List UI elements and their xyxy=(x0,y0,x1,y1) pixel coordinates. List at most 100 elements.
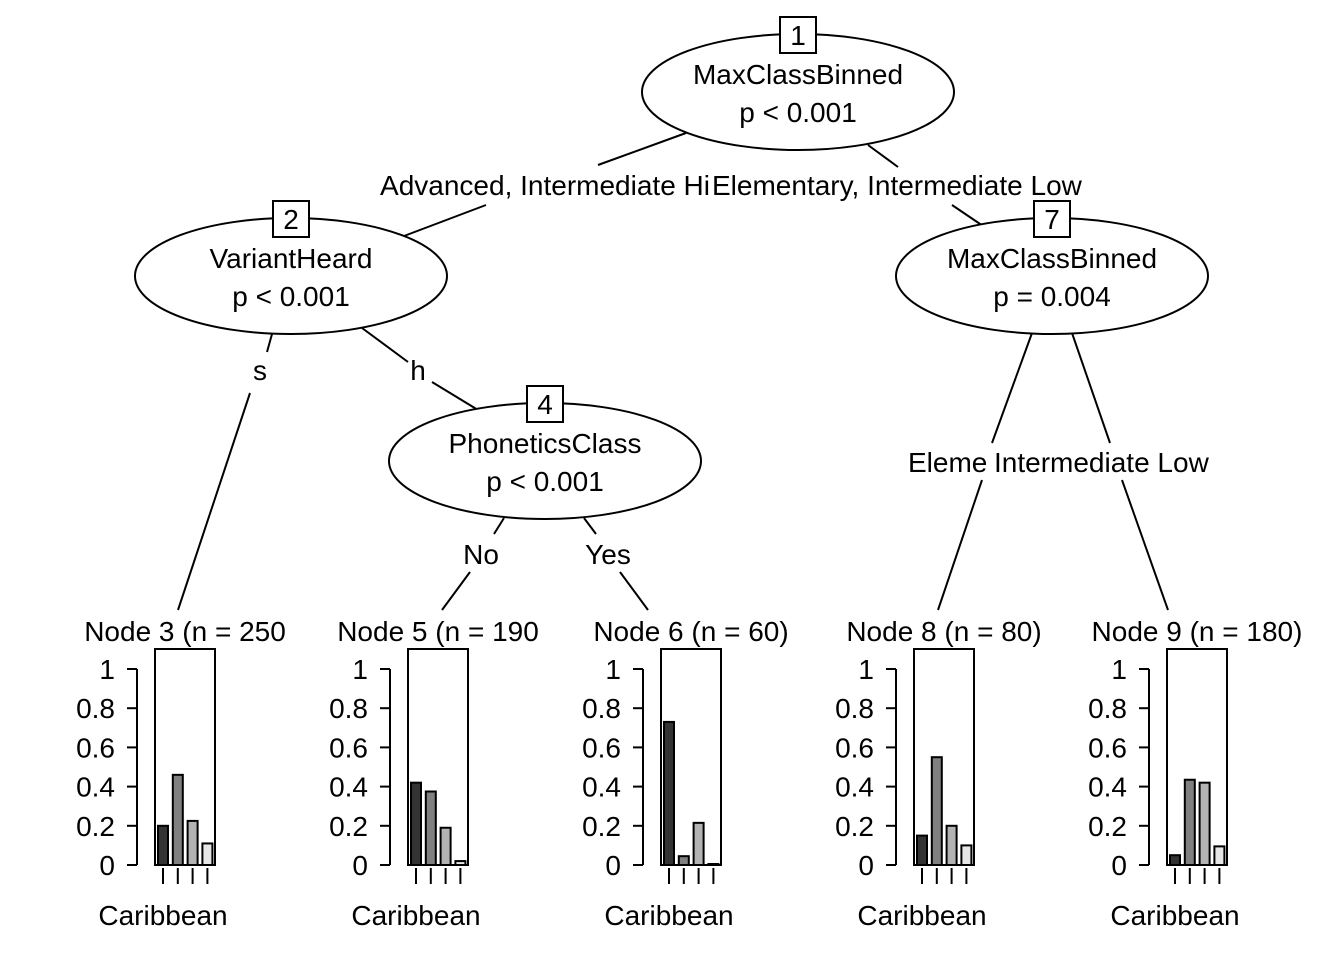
edge-4-to-5-lower xyxy=(441,571,471,611)
terminal-node-3: Node 6 (n = 60) 1 0.8 0.6 0.4 0.2 0 Caribbean xyxy=(582,616,789,931)
node-id-box xyxy=(526,385,564,423)
terminal-node-title: Node 8 (n = 80) xyxy=(846,616,1041,647)
y-tick-label: 1 xyxy=(99,654,115,685)
bar-level-3 xyxy=(945,824,958,866)
x-axis-label: Caribbean xyxy=(351,900,480,931)
x-axis-label: Caribbean xyxy=(857,900,986,931)
y-tick-label: 0.6 xyxy=(1088,732,1127,763)
y-tick-label: 0.4 xyxy=(582,772,621,803)
p-value: p < 0.001 xyxy=(486,466,604,497)
y-tick-label: 0.2 xyxy=(582,811,621,842)
inner-node-1: 1 MaxClassBinned p < 0.001 xyxy=(641,16,955,151)
p-value: p = 0.004 xyxy=(993,281,1111,312)
split-variable: MaxClassBinned xyxy=(693,59,903,90)
edge-1-to-2-upper xyxy=(597,132,687,166)
y-tick-label: 0.6 xyxy=(76,732,115,763)
node-id: 7 xyxy=(1044,204,1060,235)
edge-7-to-8-upper xyxy=(991,332,1033,444)
bar-level-1 xyxy=(410,781,422,866)
bar-level-2 xyxy=(1183,778,1196,866)
edge-1-to-7-upper xyxy=(867,144,899,168)
y-tick-label: 1 xyxy=(352,654,368,685)
terminal-node-title: Node 9 (n = 180) xyxy=(1092,616,1303,647)
bar-level-4 xyxy=(454,860,467,867)
bar-level-1 xyxy=(157,824,169,866)
y-tick-label: 0.2 xyxy=(329,811,368,842)
bar-level-4 xyxy=(707,863,720,866)
y-tick-label: 1 xyxy=(858,654,874,685)
x-axis-label: Caribbean xyxy=(1110,900,1239,931)
y-tick-label: 0 xyxy=(1111,850,1127,881)
terminal-node-1: Node 3 (n = 250 1 0.8 0.6 0.4 0.2 0 Caribbean xyxy=(76,616,286,931)
node-id: 2 xyxy=(283,204,299,235)
edge-2-to-4-lower xyxy=(431,381,479,411)
node-id-box xyxy=(272,200,310,238)
edge-label-4-left: No xyxy=(463,539,499,570)
p-value: p < 0.001 xyxy=(232,281,350,312)
bar-level-2 xyxy=(171,773,184,867)
terminal-panel-frame xyxy=(154,648,216,866)
x-axis-label: Caribbean xyxy=(604,900,733,931)
y-tick-label: 0 xyxy=(605,850,621,881)
y-tick-label: 0.6 xyxy=(329,732,368,763)
edge-label-7-left: Eleme xyxy=(908,447,987,478)
split-variable: PhoneticsClass xyxy=(449,428,642,459)
node-id: 4 xyxy=(537,389,553,420)
bar-level-4 xyxy=(201,842,214,867)
y-tick-label: 0.2 xyxy=(835,811,874,842)
terminal-panel-frame xyxy=(913,648,975,866)
edge-label-7-right: Intermediate Low xyxy=(994,447,1210,478)
edge-4-to-6-lower xyxy=(619,571,649,611)
p-value: p < 0.001 xyxy=(739,97,857,128)
tree-edges xyxy=(177,132,1169,611)
y-tick-label: 0.4 xyxy=(835,772,874,803)
node-id: 1 xyxy=(790,20,806,51)
x-axis-label: Caribbean xyxy=(98,900,227,931)
y-tick-label: 1 xyxy=(1111,654,1127,685)
edge-labels: Advanced, Intermediate Hi Elementary, In… xyxy=(253,170,1210,570)
inner-node-4: 4 PhoneticsClass p < 0.001 xyxy=(388,385,702,520)
inner-node-2: 2 VariantHeard p < 0.001 xyxy=(134,200,448,335)
bar-level-1 xyxy=(1169,854,1181,867)
terminal-panel-frame xyxy=(660,648,722,866)
bar-level-2 xyxy=(930,756,943,867)
terminal-panel-frame xyxy=(407,648,469,866)
y-tick-label: 0.6 xyxy=(835,732,874,763)
edge-label-4-right: Yes xyxy=(585,539,631,570)
edge-label-1-right: Elementary, Intermediate Low xyxy=(712,170,1083,201)
node-id-box xyxy=(1033,200,1071,238)
edge-7-to-9-upper xyxy=(1071,332,1111,444)
edge-label-2-right: h xyxy=(410,355,426,386)
bar-level-4 xyxy=(1213,845,1226,867)
split-variable: VariantHeard xyxy=(210,243,373,274)
terminal-panel-frame xyxy=(1166,648,1228,866)
bar-level-2 xyxy=(424,790,437,866)
edge-7-to-9-lower xyxy=(1121,479,1169,611)
bar-level-1 xyxy=(663,720,675,866)
node-id-box xyxy=(779,16,817,54)
y-tick-label: 0.4 xyxy=(1088,772,1127,803)
y-tick-label: 0.4 xyxy=(329,772,368,803)
edge-4-to-6-upper xyxy=(583,517,597,535)
y-tick-label: 0.4 xyxy=(76,772,115,803)
bar-level-3 xyxy=(692,821,705,866)
y-tick-label: 0.8 xyxy=(582,693,621,724)
y-tick-label: 0.6 xyxy=(582,732,621,763)
y-tick-label: 0.2 xyxy=(1088,811,1127,842)
edge-4-to-5-upper xyxy=(493,517,505,535)
terminal-node-title: Node 3 (n = 250 xyxy=(84,616,286,647)
edge-label-2-left: s xyxy=(253,355,267,386)
edge-2-to-3-lower xyxy=(177,392,251,611)
y-tick-label: 0.8 xyxy=(835,693,874,724)
terminal-node-5: Node 9 (n = 180) 1 0.8 0.6 0.4 0.2 0 Caribbean xyxy=(1088,616,1302,931)
terminal-node-4: Node 8 (n = 80) 1 0.8 0.6 0.4 0.2 0 Caribbean xyxy=(835,616,1042,931)
split-variable: MaxClassBinned xyxy=(947,243,1157,274)
edge-2-to-3-upper xyxy=(266,333,273,353)
bar-level-4 xyxy=(960,844,973,867)
y-tick-label: 0 xyxy=(99,850,115,881)
bar-level-1 xyxy=(916,834,928,866)
bar-level-3 xyxy=(439,826,452,867)
terminal-node-2: Node 5 (n = 190 1 0.8 0.6 0.4 0.2 0 Caribbean xyxy=(329,616,539,931)
edge-7-to-8-lower xyxy=(937,479,983,611)
